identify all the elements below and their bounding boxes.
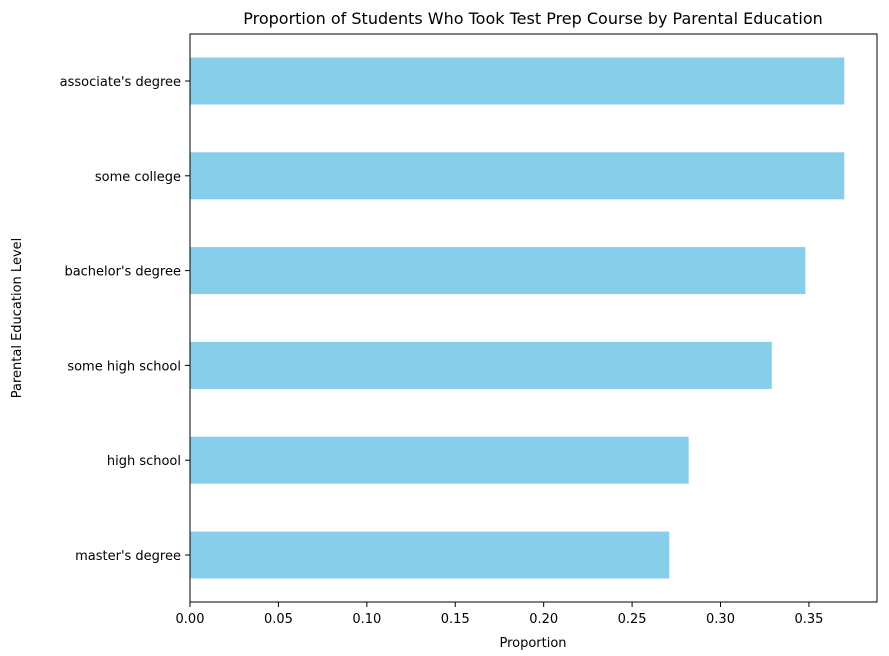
bar xyxy=(190,152,845,200)
bar xyxy=(190,57,845,105)
x-tick-label: 0.05 xyxy=(264,612,293,627)
plot-frame xyxy=(189,33,878,603)
x-tick-label: 0.35 xyxy=(794,612,823,627)
x-tick-label: 0.20 xyxy=(529,612,558,627)
y-axis-label: Parental Education Level xyxy=(10,238,25,399)
x-ticks-group: 0.00 0.05 0.10 0.15 0.20 0.25 0.30 0.35 xyxy=(176,602,823,627)
x-tick-label: 0.15 xyxy=(441,612,470,627)
chart-title: Proportion of Students Who Took Test Pre… xyxy=(243,9,823,28)
x-axis-label: Proportion xyxy=(499,636,566,651)
y-tick-label: bachelor's degree xyxy=(64,265,181,280)
bar xyxy=(190,436,689,484)
x-tick-label: 0.25 xyxy=(618,612,647,627)
bar xyxy=(190,341,772,389)
x-tick-label: 0.00 xyxy=(176,612,205,627)
x-tick-label: 0.30 xyxy=(706,612,735,627)
y-tick-label: master's degree xyxy=(75,549,181,564)
x-tick-label: 0.10 xyxy=(352,612,381,627)
bar xyxy=(190,531,670,579)
y-ticks-group: associate's degree some college bachelor's… xyxy=(60,75,190,564)
y-tick-label: high school xyxy=(107,454,181,469)
bars-group xyxy=(190,57,845,579)
bar xyxy=(190,247,806,295)
y-tick-label: some high school xyxy=(67,359,181,374)
y-tick-label: associate's degree xyxy=(60,75,181,90)
y-tick-label: some college xyxy=(95,170,181,185)
